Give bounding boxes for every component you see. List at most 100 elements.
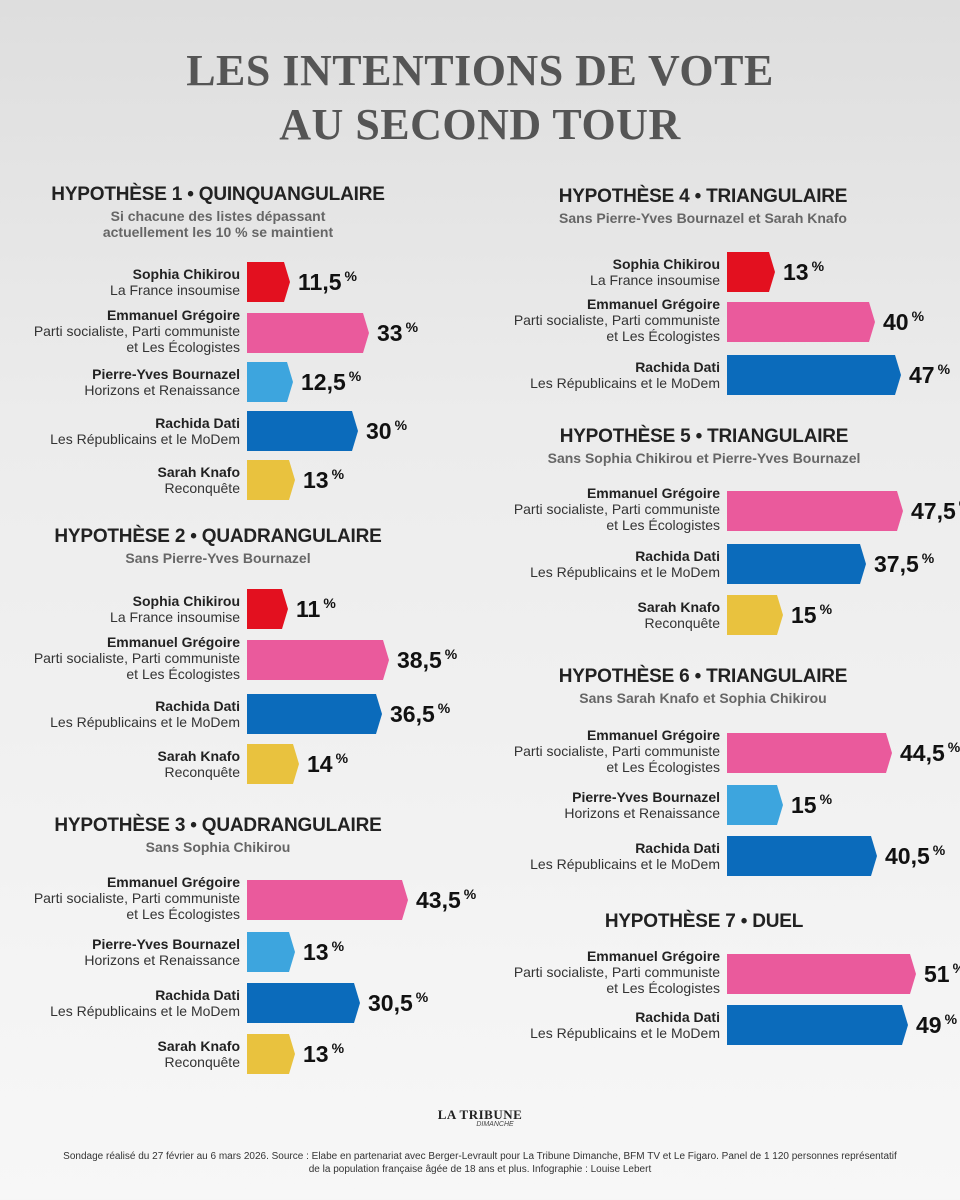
value-unit: % [331,938,345,955]
value-number: 11,5 [298,269,342,295]
hypothesis-header: HYPOTHÈSE 4 • TRIANGULAIRE Sans Pierre-Yv… [503,186,903,226]
value-number: 30 [366,418,392,444]
bar [247,262,290,302]
value-number: 12,5 [301,369,346,395]
value-label: 38,5% [397,640,457,680]
candidate-label: Pierre-Yves Bournazel Horizons et Renaiss… [84,936,240,968]
value-unit: % [344,268,357,285]
value-unit: % [394,417,408,434]
value-label: 51% [924,954,960,994]
bar-shape [727,595,783,635]
candidate-label: Pierre-Yves Bournazel Horizons et Renaiss… [84,366,240,398]
bar [247,880,408,920]
candidate-party: Parti socialiste, Parti communiste [33,650,240,666]
candidate-name: Emmanuel Grégoire [586,948,720,964]
hypothesis-subtitle: Sans Sarah Knafo et Sophia Chikirou [579,690,827,706]
bar [727,595,783,635]
value-number: 11 [296,596,321,622]
hypothesis-header: HYPOTHÈSE 1 • QUINQUANGULAIRE Si chacune … [18,184,418,240]
source-note: Sondage réalisé du 27 février au 6 mars … [63,1151,897,1175]
candidate-party: Parti socialiste, Parti communiste [513,743,720,759]
candidate-party: Reconquête [164,1054,240,1070]
value-number: 51 [924,961,950,987]
bar [247,640,389,680]
value-label: 49% [916,1005,957,1045]
value-unit: % [331,466,345,483]
bar [727,252,775,292]
value-label: 47,5% [911,491,960,531]
candidate-name: Rachida Dati [155,987,240,1003]
candidate-party: Horizons et Renaissance [564,805,720,821]
candidate-name: Sarah Knafo [157,1038,240,1054]
value-unit: % [953,960,960,976]
value-label: 43,5% [416,880,476,920]
candidate-party-line-2: et Les Écologistes [606,328,720,344]
value-number: 38,5 [397,647,442,673]
bar-shape [247,1034,295,1074]
candidate-party-line-2: et Les Écologistes [606,759,720,775]
hypothesis-header: HYPOTHÈSE 7 • DUEL [504,911,904,933]
value-number: 44,5 [900,740,945,766]
candidate-party: Reconquête [644,615,720,631]
bar [247,313,369,353]
candidate-label: Sophia Chikirou La France insoumise [110,593,240,625]
candidate-label: Emmanuel Grégoire Parti socialiste, Parti… [34,634,240,682]
bar-shape [247,880,408,920]
hypothesis-subtitle: Sans Sophia Chikirou et Pierre-Yves Bour… [547,450,861,466]
value-unit: % [444,646,458,663]
candidate-label: Sarah Knafo Reconquête [158,464,240,496]
candidate-name: Sarah Knafo [157,464,240,480]
bar-shape [727,954,916,994]
candidate-party: Les Républicains et le MoDem [530,564,720,580]
candidate-party: Parti socialiste, Parti communiste [33,890,240,906]
value-number: 40,5 [885,843,930,869]
bar [247,932,295,972]
candidate-party-line-2: et Les Écologistes [606,980,720,996]
bar [247,362,293,402]
candidate-label: Rachida Dati Les Républicains et le MoDem [530,840,720,872]
hypothesis-header: HYPOTHÈSE 5 • TRIANGULAIRE Sans Sophia Ch… [504,426,904,466]
candidate-label: Sophia Chikirou La France insoumise [110,266,240,298]
hypothesis-title: HYPOTHÈSE 1 • QUINQUANGULAIRE [51,184,385,205]
hypothesis-title: HYPOTHÈSE 7 • DUEL [604,911,804,932]
candidate-name: Emmanuel Grégoire [586,727,720,743]
value-label: 47% [909,355,950,395]
candidate-name: Sophia Chikirou [132,266,240,282]
bar-shape [727,1005,908,1045]
candidate-name: Pierre-Yves Bournazel [92,366,240,382]
bar-shape [247,932,295,972]
main-title-line-1: LES INTENTIONS DE VOTE [186,46,774,95]
value-unit: % [463,886,477,903]
value-number: 13 [303,939,329,965]
value-number: 30,5 [368,990,413,1016]
value-label: 40% [883,302,924,342]
candidate-label: Rachida Dati Les Républicains et le MoDem [50,415,240,447]
bar-shape [727,355,901,395]
bar-shape [727,544,866,584]
value-label: 15% [791,595,832,635]
hypothesis-title: HYPOTHÈSE 4 • TRIANGULAIRE [558,186,848,207]
value-number: 14 [307,751,333,777]
candidate-label: Rachida Dati Les Républicains et le MoDem [50,698,240,730]
value-unit: % [911,308,925,325]
hypothesis-subtitle: Si chacune des listes dépassant actuelle… [102,208,334,240]
bar-shape [247,362,293,402]
candidate-name: Emmanuel Grégoire [106,307,240,323]
candidate-label: Sarah Knafo Reconquête [158,748,240,780]
candidate-name: Emmanuel Grégoire [106,634,240,650]
value-label: 11,5% [298,262,357,302]
value-number: 13 [303,467,329,493]
candidate-label: Emmanuel Grégoire Parti socialiste, Parti… [34,307,240,355]
candidate-label: Rachida Dati Les Républicains et le MoDem [50,987,240,1019]
candidate-party-line-2: et Les Écologistes [126,906,240,922]
bar-shape [247,262,290,302]
candidate-label: Sarah Knafo Reconquête [638,599,720,631]
value-label: 13% [303,1034,344,1074]
candidate-name: Sarah Knafo [157,748,240,764]
candidate-label: Emmanuel Grégoire Parti socialiste, Parti… [514,296,720,344]
main-title-line-2: AU SECOND TOUR [279,100,681,149]
bar-shape [247,744,299,784]
hypothesis-header: HYPOTHÈSE 3 • QUADRANGULAIRE Sans Sophia … [18,815,418,855]
value-number: 36,5 [390,701,435,727]
value-unit: % [921,550,935,567]
